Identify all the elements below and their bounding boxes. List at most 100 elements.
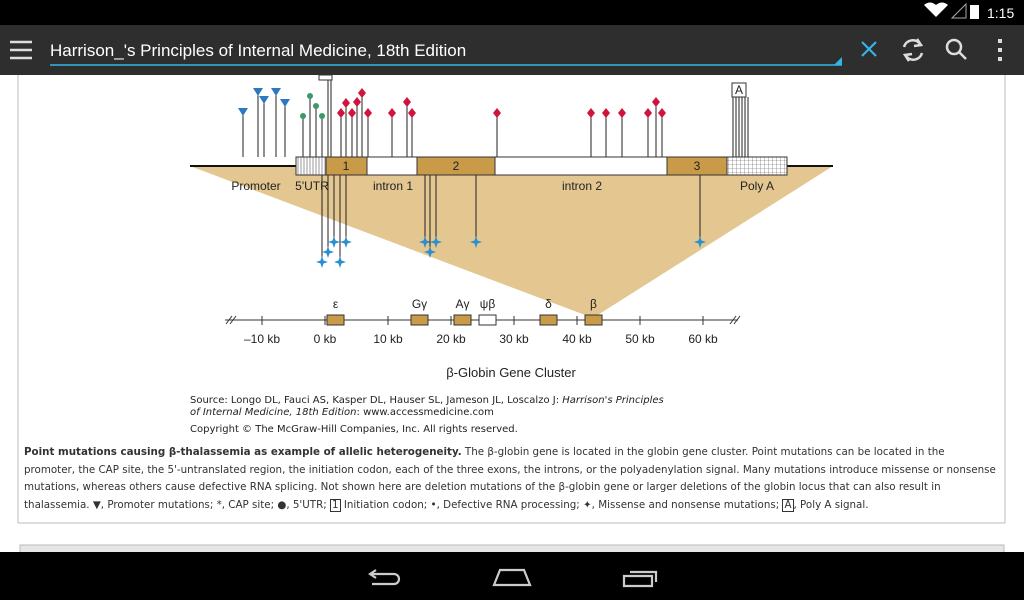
caption-text: , Poly A signal. [793, 498, 869, 511]
cluster-title: β-Globin Gene Cluster [446, 365, 576, 380]
overflow-button[interactable] [998, 39, 1002, 61]
home-button[interactable] [492, 568, 532, 587]
gene-label: Gγ [412, 297, 427, 311]
splice-marker [340, 236, 352, 248]
caption-bold: Point mutations causing β-thalassemia as… [24, 446, 462, 458]
caption-text: The β-globin gene is located in the glob… [24, 446, 996, 511]
gene-box [539, 314, 558, 326]
next-panel [19, 544, 1005, 552]
splice-marker [316, 256, 328, 268]
region-label: Promoter [231, 179, 280, 193]
missense-marker [644, 108, 652, 118]
promoter-marker [271, 88, 281, 96]
recents-button[interactable] [622, 570, 658, 588]
caption-text: Initiation codon; •, Defective RNA proce… [340, 498, 783, 511]
region-label: 5'UTR [295, 179, 329, 193]
axis-label: 30 kb [499, 332, 529, 346]
axis-break [225, 315, 741, 325]
caption-icon: A [782, 498, 794, 512]
clock: 1:15 [987, 5, 1014, 21]
axis-label: 0 kb [314, 332, 337, 346]
gene-label: β [590, 297, 597, 311]
polya-signal-label: A [735, 83, 743, 97]
splice-marker [470, 236, 482, 248]
polya-signal-box [731, 82, 747, 98]
gene-box [326, 314, 345, 326]
intron-box [494, 156, 668, 176]
search-field-text[interactable]: Harrison_'s Principles of Internal Medic… [50, 41, 466, 60]
gene-box [478, 314, 497, 326]
clear-button[interactable] [861, 41, 877, 57]
splice-marker [424, 246, 436, 258]
menu-button[interactable] [10, 40, 32, 60]
splice-marker [430, 236, 442, 248]
zoom-wedge [190, 166, 833, 318]
copyright: Copyright © The McGraw-Hill Companies, I… [190, 424, 518, 435]
status-bar: 1:15 [0, 0, 1024, 25]
gene-label: ψβ [480, 297, 496, 311]
missense-marker [658, 108, 666, 118]
gene-label: ε [333, 297, 339, 311]
status-icons: 1:15 [924, 2, 1014, 21]
region-label: Poly A [740, 179, 774, 193]
missense-marker [337, 108, 345, 118]
initiation-box [318, 75, 333, 81]
missense-marker [403, 97, 411, 107]
missense-marker [652, 97, 660, 107]
splice-marker [322, 246, 334, 258]
axis-label: 50 kb [625, 332, 655, 346]
gene-label: δ [545, 297, 552, 311]
figure-caption: Point mutations causing β-thalassemia as… [24, 444, 996, 514]
missense-marker [388, 108, 396, 118]
missense-marker [618, 108, 626, 118]
intron-box [366, 156, 418, 176]
kb-axis-ticks: –10 kb 0 kb 10 kb 20 kb 30 kb 40 kb 50 kb 60 kb [225, 315, 741, 346]
gene-box [584, 314, 603, 326]
signal-icon [950, 2, 967, 19]
splice-marker [334, 256, 346, 268]
gene-box [453, 314, 472, 326]
source-book: Harrison's Principles of Internal Medici… [190, 395, 664, 418]
region-label: intron 1 [373, 179, 413, 193]
app-bar-graphics: Harrison_'s Principles of Internal Medic… [10, 38, 1002, 66]
utr-marker [313, 103, 319, 109]
source-text: Source: Longo DL, Fauci AS, Kasper DL, H… [190, 395, 563, 406]
gene-cluster: ε Gγ Aγ ψβ δ β [326, 297, 603, 326]
sync-button[interactable] [902, 38, 924, 62]
source-text: : www.accessmedicine.com [356, 407, 494, 418]
utr-box [295, 156, 327, 176]
missense-marker [358, 88, 366, 98]
wifi-icon [924, 2, 948, 17]
missense-marker [342, 98, 350, 108]
missense-marker [493, 108, 501, 118]
exon-label: 2 [453, 159, 460, 173]
app-bar: Harrison_'s Principles of Internal Medic… [0, 25, 1024, 75]
missense-marker [587, 108, 595, 118]
gene-box [410, 314, 429, 326]
axis-label: 60 kb [688, 332, 718, 346]
gene-label: Aγ [455, 297, 469, 311]
field-corner [834, 57, 842, 65]
source-note: Source: Longo DL, Fauci AS, Kasper DL, H… [190, 395, 670, 419]
promoter-marker [238, 108, 248, 116]
figure: 1 2 3 Promoter 5'UTR intron 1 intron 2 P… [17, 75, 1006, 552]
axis-label: –10 kb [244, 332, 280, 346]
missense-marker [353, 97, 361, 107]
missense-marker [348, 108, 356, 118]
nav-icons [368, 568, 658, 588]
missense-marker [408, 108, 416, 118]
axis-label: 40 kb [562, 332, 592, 346]
promoter-marker [280, 99, 290, 107]
exon-label: 1 [343, 159, 350, 173]
back-button[interactable] [368, 569, 401, 586]
splice-marker [419, 236, 431, 248]
missense-marker [602, 108, 610, 118]
battery-icon [970, 5, 979, 19]
region-label: intron 2 [562, 179, 602, 193]
polya-box [726, 156, 788, 176]
utr-marker [319, 113, 325, 119]
caption-icon: 1 [330, 498, 341, 512]
axis-label: 20 kb [436, 332, 466, 346]
search-button[interactable] [945, 38, 967, 60]
